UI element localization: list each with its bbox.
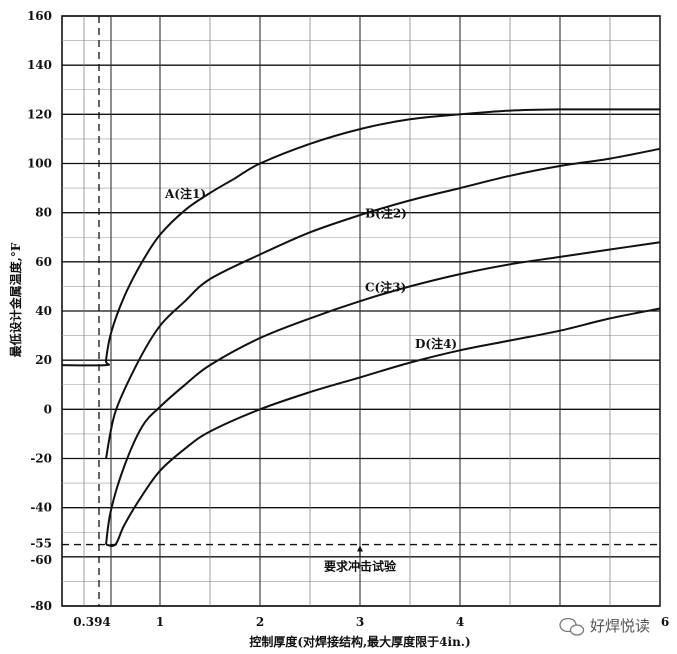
x-tick-label: 2 <box>256 615 264 629</box>
annotation-arrow-head <box>357 545 363 552</box>
curve-label-c: C(注3) <box>365 279 406 294</box>
y-tick-labels: 160 140 120 100 80 60 40 20 0 -20 -40 -55 -60 -80 <box>27 9 52 613</box>
series-line-c <box>105 241 661 545</box>
x-tick-label: 0.394 <box>73 615 111 629</box>
y-tick-label: -80 <box>30 599 52 613</box>
x-axis-title: 控制厚度(对焊接结构,最大厚度限于4in.) <box>249 634 470 649</box>
y-tick-label: -20 <box>30 452 52 466</box>
series-line-b <box>105 147 661 459</box>
y-tick-label: 120 <box>27 107 52 121</box>
y-axis-title: 最低设计金属温度,°F <box>8 242 23 357</box>
series-line-a <box>61 108 660 367</box>
series-line-d <box>105 307 661 547</box>
x-tick-label: 3 <box>356 615 364 629</box>
y-tick-label: 160 <box>27 9 52 23</box>
y-tick-label: 80 <box>35 206 52 220</box>
curve-label-a: A(注1) <box>164 186 206 201</box>
y-tick-label: -60 <box>30 553 52 567</box>
y-tick-label: 40 <box>35 304 52 318</box>
y-tick-label: 20 <box>35 353 52 367</box>
y-tick-label: -55 <box>30 537 52 551</box>
y-tick-label: -40 <box>30 501 52 515</box>
curve-label-b: B(注2) <box>365 206 407 221</box>
y-tick-label: 0 <box>44 402 52 416</box>
y-tick-label: 140 <box>27 58 52 72</box>
watermark: 好焊悦读 <box>559 617 650 636</box>
annotation-text: 要求冲击试验 <box>324 559 397 574</box>
watermark-text: 好焊悦读 <box>590 617 650 635</box>
x-tick-label: 1 <box>156 615 164 629</box>
x-tick-labels: 0.394 1 2 3 4 6 <box>73 615 669 629</box>
annotations: 要求冲击试验 <box>324 545 397 574</box>
wechat-icon <box>559 617 585 636</box>
reference-lines <box>62 16 660 606</box>
x-tick-label: 4 <box>456 615 464 629</box>
y-tick-label: 100 <box>27 157 52 171</box>
y-tick-label: 60 <box>35 255 52 269</box>
series-group <box>61 108 661 547</box>
curve-labels: A(注1) B(注2) C(注3) D(注4) <box>164 186 457 351</box>
x-tick-label: 6 <box>661 615 669 629</box>
curve-label-d: D(注4) <box>415 336 457 351</box>
grid <box>61 15 661 607</box>
